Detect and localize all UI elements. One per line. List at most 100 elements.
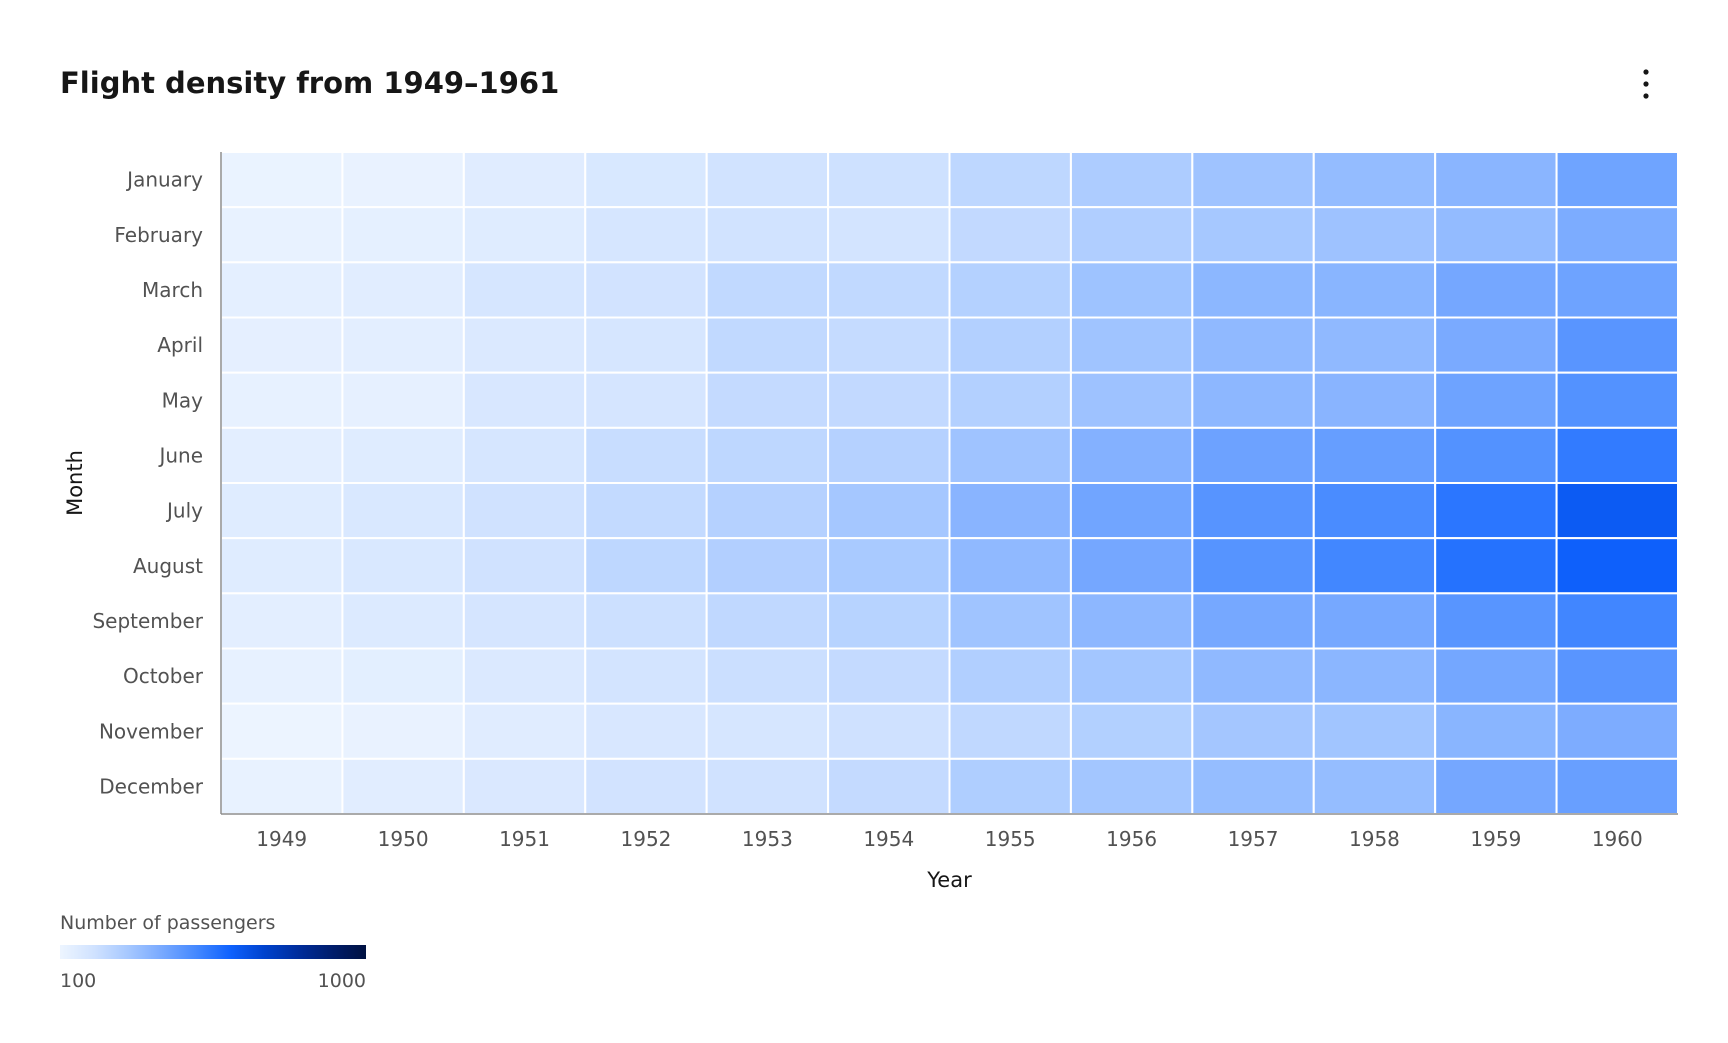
heatmap-cell[interactable] [948, 151, 1072, 209]
heatmap-cell[interactable] [1434, 316, 1558, 374]
heatmap-cell[interactable] [462, 261, 587, 319]
heatmap-cell[interactable] [584, 482, 708, 540]
heatmap-cell[interactable] [1069, 206, 1194, 264]
heatmap-cell[interactable] [705, 647, 830, 705]
heatmap-cell[interactable] [1312, 151, 1437, 209]
heatmap-cell[interactable] [462, 757, 587, 815]
heatmap-cell[interactable] [1069, 151, 1194, 209]
heatmap-cell[interactable] [705, 206, 830, 264]
heatmap-cell[interactable] [462, 316, 587, 374]
heatmap-cell[interactable] [1191, 426, 1315, 485]
heatmap-cell[interactable] [1555, 757, 1680, 815]
heatmap-cell[interactable] [220, 757, 344, 815]
heatmap-cell[interactable] [1434, 371, 1558, 429]
heatmap-cell[interactable] [462, 537, 587, 595]
heatmap-cell[interactable] [1069, 702, 1194, 760]
heatmap-cell[interactable] [220, 316, 344, 374]
heatmap-cell[interactable] [1312, 206, 1437, 264]
heatmap-cell[interactable] [827, 702, 951, 760]
heatmap-cell[interactable] [1555, 702, 1680, 760]
heatmap-cell[interactable] [341, 647, 465, 705]
heatmap-cell[interactable] [1555, 206, 1680, 264]
heatmap-cell[interactable] [948, 316, 1072, 374]
heatmap-cell[interactable] [1191, 316, 1315, 374]
heatmap-cell[interactable] [827, 757, 951, 815]
heatmap-cell[interactable] [584, 151, 708, 209]
heatmap-cell[interactable] [462, 482, 587, 540]
heatmap-cell[interactable] [584, 757, 708, 815]
heatmap-cell[interactable] [827, 426, 951, 485]
heatmap-cell[interactable] [827, 261, 951, 319]
heatmap-cell[interactable] [705, 537, 830, 595]
heatmap-cell[interactable] [948, 482, 1072, 540]
heatmap-cell[interactable] [705, 261, 830, 319]
heatmap-cell[interactable] [1312, 426, 1437, 485]
heatmap-cell[interactable] [1069, 316, 1194, 374]
heatmap-cell[interactable] [948, 592, 1072, 650]
heatmap-cell[interactable] [705, 702, 830, 760]
heatmap-cell[interactable] [1191, 206, 1315, 264]
heatmap-cell[interactable] [341, 371, 465, 429]
heatmap-cell[interactable] [705, 592, 830, 650]
heatmap-cell[interactable] [341, 702, 465, 760]
heatmap-cell[interactable] [462, 702, 587, 760]
heatmap-cell[interactable] [462, 426, 587, 485]
heatmap-cell[interactable] [948, 206, 1072, 264]
heatmap-cell[interactable] [1069, 757, 1194, 815]
heatmap-cell[interactable] [1312, 482, 1437, 540]
heatmap-cell[interactable] [462, 371, 587, 429]
heatmap-cell[interactable] [1191, 482, 1315, 540]
heatmap-cell[interactable] [705, 482, 830, 540]
heatmap-cell[interactable] [584, 647, 708, 705]
heatmap-cell[interactable] [584, 702, 708, 760]
heatmap-cell[interactable] [1312, 757, 1437, 815]
heatmap-cell[interactable] [220, 426, 344, 485]
heatmap-cell[interactable] [584, 261, 708, 319]
overflow-menu-button[interactable] [1626, 64, 1666, 104]
heatmap-cell[interactable] [341, 316, 465, 374]
heatmap-cell[interactable] [220, 206, 344, 264]
heatmap-cell[interactable] [705, 757, 830, 815]
heatmap-cell[interactable] [1069, 261, 1194, 319]
heatmap-cell[interactable] [1312, 261, 1437, 319]
heatmap-cell[interactable] [1555, 151, 1680, 209]
heatmap-cell[interactable] [220, 482, 344, 540]
heatmap-cell[interactable] [827, 647, 951, 705]
heatmap-cell[interactable] [1434, 206, 1558, 264]
heatmap-cell[interactable] [827, 371, 951, 429]
heatmap-cell[interactable] [462, 151, 587, 209]
heatmap-cell[interactable] [1555, 482, 1680, 540]
heatmap-cell[interactable] [1555, 426, 1680, 485]
heatmap-cell[interactable] [341, 261, 465, 319]
heatmap-cell[interactable] [1191, 537, 1315, 595]
heatmap-cell[interactable] [584, 592, 708, 650]
heatmap-cell[interactable] [1312, 647, 1437, 705]
heatmap-cell[interactable] [705, 151, 830, 209]
heatmap-cell[interactable] [1191, 702, 1315, 760]
heatmap-cell[interactable] [1191, 261, 1315, 319]
heatmap-cell[interactable] [705, 316, 830, 374]
heatmap-cell[interactable] [705, 371, 830, 429]
heatmap-cell[interactable] [584, 371, 708, 429]
heatmap-cell[interactable] [584, 426, 708, 485]
heatmap-cell[interactable] [1555, 371, 1680, 429]
heatmap-cell[interactable] [705, 426, 830, 485]
heatmap-cell[interactable] [1555, 647, 1680, 705]
heatmap-cell[interactable] [948, 371, 1072, 429]
heatmap-cell[interactable] [341, 482, 465, 540]
heatmap-cell[interactable] [1434, 537, 1558, 595]
heatmap-cell[interactable] [341, 206, 465, 264]
heatmap-cell[interactable] [341, 592, 465, 650]
heatmap-cell[interactable] [1434, 647, 1558, 705]
heatmap-cell[interactable] [1069, 592, 1194, 650]
heatmap-cell[interactable] [1069, 371, 1194, 429]
heatmap-cell[interactable] [220, 261, 344, 319]
heatmap-cell[interactable] [1555, 316, 1680, 374]
heatmap-cell[interactable] [1312, 537, 1437, 595]
heatmap-cell[interactable] [341, 426, 465, 485]
heatmap-cell[interactable] [341, 151, 465, 209]
heatmap-cell[interactable] [1312, 371, 1437, 429]
heatmap-cell[interactable] [341, 757, 465, 815]
heatmap-cell[interactable] [1434, 702, 1558, 760]
heatmap-cell[interactable] [1191, 757, 1315, 815]
